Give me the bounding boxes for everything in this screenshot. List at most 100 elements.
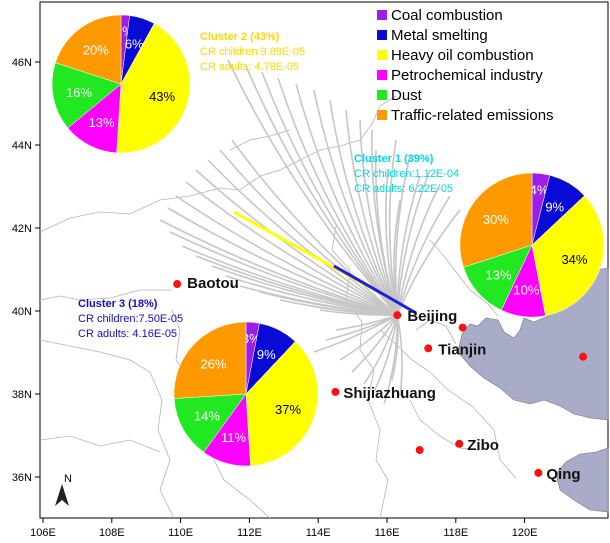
trajectory-line [245,65,398,316]
city-dot [393,311,402,320]
y-tick-label: 46N [12,57,32,69]
cluster-3-cr-adults: CR adults: 4.16E-05 [78,328,177,340]
trajectory-line [359,119,399,316]
trajectory-line [169,231,398,316]
cluster-1-title: Cluster 1 (39%) [354,153,434,165]
pie-slice [173,321,247,399]
trajectory-lines [159,59,461,405]
trajectory-line [195,169,398,316]
sea-area-south [555,447,609,513]
trajectory-line [227,59,398,316]
city-label: Shijiazhuang [343,385,436,402]
pie-slice-label: 37% [275,402,301,417]
city-dot [455,439,464,448]
x-tick-label: 106E [30,527,56,539]
trajectory-line [351,314,399,373]
x-axis: 106E 108E 110E 112E 114E 116E 118E 120E [30,518,537,539]
pie-slice-label: 11% [221,430,246,445]
city-dot [173,280,182,289]
city-label: Qing [546,466,580,483]
cluster-3-info: Cluster 3 (18%) CR children:7.50E-05 CR … [78,298,183,340]
city-label: Zibo [467,437,499,454]
trajectory-line [388,139,399,316]
cluster-2-title: Cluster 2 (43%) [200,31,280,43]
cluster-2-cr-children: CR children:9.89E-05 [200,46,305,58]
pie-slice [245,341,319,467]
trajectory-line [159,219,398,316]
trajectory-line [329,99,399,316]
trajectory-line [313,89,399,316]
legend-swatch [377,30,387,40]
trajectory-line [374,149,399,316]
legend-label: Petrochemical industry [391,67,543,84]
pie-slice-label: 20% [83,42,109,57]
pie-slice [531,195,605,317]
legend-swatch [377,90,387,100]
city-label: Beijing [407,308,457,325]
trajectory-line [231,139,398,316]
city-dot [534,468,543,477]
y-tick-label: 36N [12,472,32,484]
x-tick-label: 112E [237,527,262,539]
trajectory-line [261,71,398,316]
city-label: Tianjin [438,341,486,358]
y-tick-label: 40N [12,306,32,318]
trajectory-line [185,181,398,316]
cluster-2-cr-adults: CR adults: 4.78E-05 [200,61,299,73]
legend-swatch [377,50,387,60]
city-label: Baotou [187,275,239,292]
legend-label: Traffic-related emissions [391,107,554,124]
city-dot [331,387,340,396]
city-dot [415,446,424,455]
cluster-3-title: Cluster 3 (18%) [78,298,158,310]
pie-slice-label: 34% [561,252,587,267]
city-dot [579,352,588,361]
y-axis: 46N 44N 42N 40N 38N 36N [12,57,40,484]
legend-label: Dust [391,87,423,104]
cluster-2-info: Cluster 2 (43%) CR children:9.89E-05 CR … [200,31,305,73]
pie-slice-label: 13% [485,268,511,283]
trajectory-line [319,309,398,316]
trajectory-line [396,209,461,316]
cluster-1-cr-children: CR children:1.12E-04 [354,168,459,180]
pie-slice [173,393,247,453]
pie-slice [55,14,122,85]
x-tick-label: 114E [306,527,331,539]
north-arrow-icon [55,484,69,506]
pie-slice-label: 16% [66,85,92,100]
trajectory-line [339,314,398,361]
pie-slice-label: 10% [513,282,539,297]
trajectory-line [225,275,398,316]
pie-slice-label: 26% [200,356,226,371]
legend: Coal combustion Metal smelting Heavy oil c… [377,7,554,124]
cluster-1-info: Cluster 1 (39%) CR children:1.12E-04 CR … [354,153,459,195]
trajectory-line [394,155,411,316]
legend-swatch [377,10,387,20]
y-tick-label: 38N [12,389,32,401]
x-tick-label: 110E [168,527,193,539]
trajectory-line [363,314,399,385]
pie-slice-label: 4% [530,182,549,197]
legend-label: Heavy oil combustion [391,47,534,64]
y-tick-label: 42N [12,223,32,235]
trajectory-line [277,77,398,316]
pie-slice [51,62,122,129]
legend-label: Coal combustion [391,7,503,24]
trajectory-line [295,83,398,316]
pie-slice [116,23,191,154]
legend-label: Metal smelting [391,27,488,44]
north-arrow: N [55,473,72,506]
pie-slice [463,244,533,311]
north-label: N [64,473,72,485]
trajectory-line [313,314,398,353]
pie-slice-label: 30% [483,212,509,227]
legend-swatch [377,110,387,120]
pie-slice-label: 9% [257,347,276,362]
trajectory-line [371,315,399,397]
trajectory-line [345,109,399,316]
pie-slice-label: 6% [125,36,144,51]
trajectory-line [396,195,451,316]
trajectory-line [396,169,431,316]
y-tick-label: 44N [12,140,32,152]
